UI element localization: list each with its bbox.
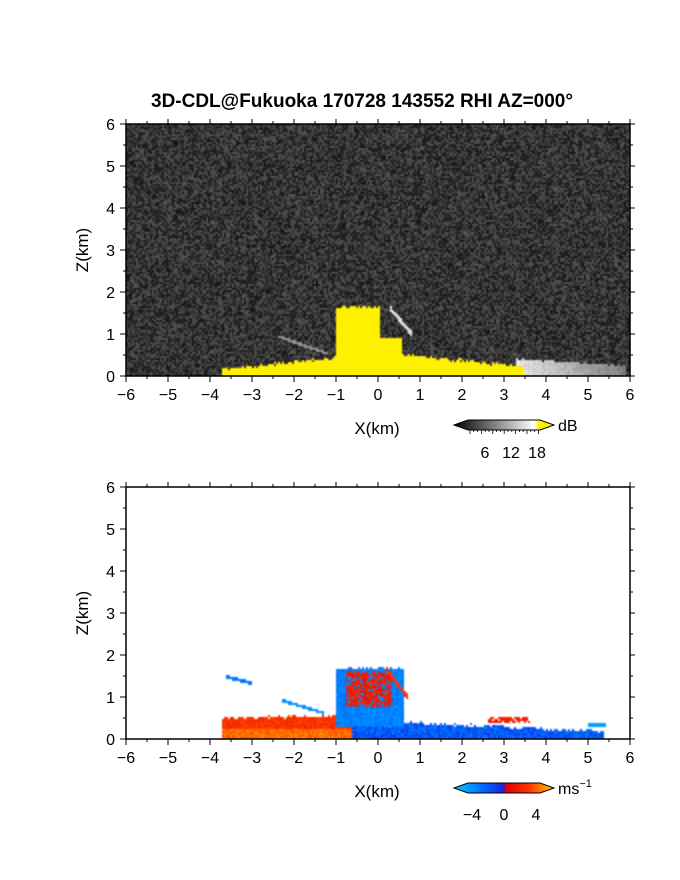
x-tick-label: −4 [201,387,219,404]
y-tick-label: 3 [106,606,115,623]
velocity-ylabel: Z(km) [73,591,92,635]
velocity-colorbar-tick: 0 [500,807,509,824]
x-tick-label: −1 [327,387,345,404]
reflectivity-colorbar-tick: 6 [481,445,490,462]
reflectivity-colorbar-tick: 12 [502,445,520,462]
x-tick-label: 3 [500,387,509,404]
x-tick-label: 4 [542,750,551,767]
velocity-panel: −6 −5 −4 −3 −2 −1 0 1 2 3 4 5 6 0 1 2 3 4 5 6 X(km) Z(km) m… [73,480,635,824]
reflectivity-image [126,124,630,376]
x-tick-label: −5 [159,387,177,404]
reflectivity-ticks: −6 −5 −4 −3 −2 −1 0 1 2 3 4 5 6 0 1 2 3 4 5 6 [106,117,635,404]
y-tick-label: 0 [106,732,115,749]
x-tick-label: −5 [159,750,177,767]
x-tick-label: −3 [243,750,261,767]
reflectivity-xlabel: X(km) [354,419,399,438]
velocity-colorbar-tick: −4 [463,807,481,824]
y-tick-label: 1 [106,690,115,707]
velocity-colorbar-bar [452,782,556,794]
y-tick-label: 2 [106,648,115,665]
y-tick-label: 1 [106,327,115,344]
y-tick-label: 6 [106,117,115,134]
reflectivity-colorbar-bar [452,419,556,431]
x-tick-label: 5 [584,750,593,767]
x-tick-label: 0 [374,387,383,404]
velocity-colorbar-tick: 4 [532,807,541,824]
x-tick-label: 4 [542,387,551,404]
x-tick-label: 2 [458,387,467,404]
figure-title: 3D-CDL@Fukuoka 170728 143552 RHI AZ=000° [151,91,573,112]
y-tick-label: 5 [106,522,115,539]
velocity-ticks: −6 −5 −4 −3 −2 −1 0 1 2 3 4 5 6 0 1 2 3 4 5 6 [106,480,635,767]
x-tick-label: 6 [626,387,635,404]
x-tick-label: −3 [243,387,261,404]
reflectivity-ylabel: Z(km) [73,228,92,272]
y-tick-label: 5 [106,159,115,176]
x-tick-label: −1 [327,750,345,767]
velocity-colorbar-unit: ms−1 [558,778,592,798]
x-tick-label: 2 [458,750,467,767]
y-tick-label: 2 [106,285,115,302]
x-tick-label: −6 [117,387,135,404]
velocity-xlabel: X(km) [354,782,399,801]
x-tick-label: 1 [416,387,425,404]
reflectivity-plot-area [125,123,631,377]
x-tick-label: 5 [584,387,593,404]
reflectivity-colorbar: dB 6 12 18 [452,418,578,462]
y-tick-label: 4 [106,564,115,581]
y-tick-label: 0 [106,369,115,386]
x-tick-label: −4 [201,750,219,767]
x-tick-label: 3 [500,750,509,767]
y-tick-label: 4 [106,201,115,218]
x-tick-label: 6 [626,750,635,767]
reflectivity-colorbar-unit: dB [558,418,578,435]
y-tick-label: 3 [106,243,115,260]
x-tick-label: −2 [285,750,303,767]
reflectivity-colorbar-tick: 18 [528,445,546,462]
y-tick-label: 6 [106,480,115,497]
velocity-image [126,487,630,739]
x-tick-label: 0 [374,750,383,767]
velocity-colorbar: ms−1 −4 0 4 [452,778,592,824]
x-tick-label: 1 [416,750,425,767]
velocity-plot-area [125,486,631,740]
x-tick-label: −6 [117,750,135,767]
x-tick-label: −2 [285,387,303,404]
